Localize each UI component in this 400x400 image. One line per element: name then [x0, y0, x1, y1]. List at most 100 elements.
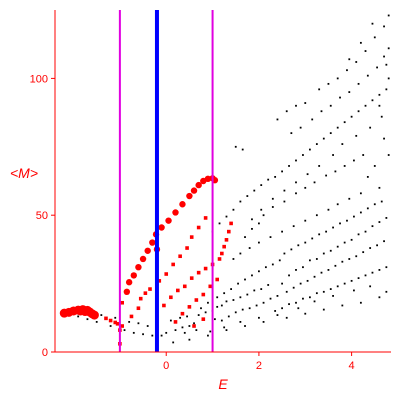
black-point [378, 93, 381, 96]
black-point [369, 126, 372, 129]
black-point [364, 50, 367, 52]
black-point [274, 310, 277, 312]
black-point [258, 241, 260, 244]
black-point [295, 159, 297, 162]
black-point [355, 255, 358, 258]
black-point [387, 47, 390, 50]
black-point [304, 241, 307, 244]
black-point [292, 286, 295, 289]
black-point [304, 312, 307, 315]
black-point [241, 308, 244, 311]
red-point [201, 292, 206, 297]
black-point [318, 233, 321, 236]
black-point [258, 316, 260, 319]
red-point [164, 272, 169, 276]
black-point [332, 154, 334, 156]
black-point [244, 236, 246, 238]
black-point [100, 314, 103, 316]
black-point [325, 230, 328, 233]
black-point [359, 211, 362, 214]
red-point [195, 181, 202, 189]
red-point [130, 272, 137, 279]
y-tick-label: 0 [42, 347, 48, 359]
black-point [244, 325, 246, 327]
black-point [308, 148, 311, 151]
red-point [215, 277, 220, 282]
black-point [223, 292, 226, 295]
red-point [135, 263, 142, 271]
black-point [343, 282, 346, 285]
red-point [138, 296, 143, 301]
black-point [160, 334, 163, 337]
black-point [258, 222, 260, 225]
red-point [148, 287, 152, 291]
black-point [385, 63, 388, 66]
red-point [220, 251, 224, 256]
red-point [123, 288, 131, 296]
black-point [341, 143, 344, 145]
black-point [315, 143, 318, 145]
red-point [217, 257, 222, 261]
red-point [229, 221, 233, 226]
black-point [86, 318, 89, 321]
black-point [142, 333, 144, 336]
black-point [295, 104, 297, 107]
black-point [348, 58, 351, 61]
black-point [290, 248, 293, 251]
black-point [357, 277, 360, 280]
red-point [180, 311, 185, 316]
black-point [260, 184, 263, 187]
black-point [295, 181, 297, 184]
black-point [267, 178, 270, 181]
red-point [189, 276, 194, 280]
red-point [120, 324, 124, 328]
red-point [139, 255, 147, 263]
black-point [385, 290, 388, 293]
black-point [281, 307, 283, 310]
chart-marks [59, 10, 390, 352]
black-point [165, 331, 168, 334]
black-point [373, 203, 376, 206]
black-point [334, 264, 337, 267]
black-point [355, 61, 358, 63]
black-point [311, 118, 314, 121]
red-point [226, 229, 231, 234]
red-point [115, 322, 120, 326]
black-point [283, 200, 286, 203]
black-point [383, 137, 385, 140]
black-point [373, 165, 376, 167]
black-point [248, 307, 251, 310]
black-point [200, 307, 202, 310]
black-point [274, 175, 277, 178]
black-point [371, 22, 374, 25]
red-point [204, 175, 212, 183]
red-point [185, 246, 189, 250]
black-point [304, 186, 307, 189]
black-point [329, 104, 332, 107]
black-point [288, 165, 290, 167]
black-point [299, 282, 302, 285]
red-point [89, 310, 99, 320]
black-point [359, 301, 362, 304]
black-point [255, 304, 258, 307]
black-point [241, 148, 244, 151]
black-point [343, 241, 346, 244]
black-point [378, 104, 381, 107]
black-point [353, 159, 355, 162]
black-point [188, 325, 191, 327]
red-point [192, 324, 196, 328]
black-point [264, 266, 267, 269]
black-point [339, 96, 341, 99]
black-point [271, 206, 274, 208]
black-point [380, 200, 383, 203]
black-point [341, 304, 344, 307]
red-point [172, 209, 179, 216]
black-point [271, 263, 274, 266]
black-point [276, 295, 279, 297]
black-point [302, 154, 304, 156]
black-point [339, 222, 341, 225]
black-point [383, 55, 385, 58]
black-point [132, 331, 135, 334]
black-point [362, 251, 365, 254]
red-point [182, 284, 187, 289]
